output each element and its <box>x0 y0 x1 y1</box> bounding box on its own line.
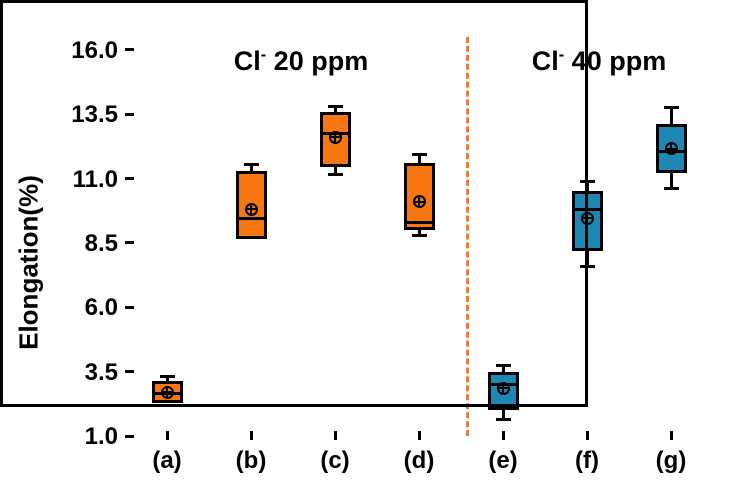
x-tick-label: (b) <box>235 447 267 474</box>
lower-whisker-cap <box>411 233 427 237</box>
lower-whisker <box>417 230 421 236</box>
y-tick <box>125 305 134 309</box>
upper-whisker-cap <box>243 162 259 166</box>
lower-whisker <box>669 173 673 189</box>
group-title-cl40: Cl- 40 ppm <box>532 46 666 77</box>
superscript-minus: - <box>260 46 267 64</box>
mean-marker <box>160 385 174 399</box>
y-tick-label: 8.5 <box>84 229 118 257</box>
x-tick-label: (f) <box>575 447 599 474</box>
group-title-cl20: Cl- 20 ppm <box>234 46 368 77</box>
y-tick <box>125 370 134 374</box>
group-title-cl40-base: Cl <box>531 46 559 76</box>
upper-whisker <box>165 376 169 381</box>
lower-whisker <box>333 166 337 175</box>
upper-whisker-cap <box>663 106 679 110</box>
upper-whisker-cap <box>495 363 511 367</box>
x-tick <box>501 431 505 440</box>
upper-whisker <box>501 365 505 372</box>
mean-marker <box>244 202 258 216</box>
y-axis-title: Elongation(%) <box>13 175 44 350</box>
group-title-cl20-base: Cl <box>233 46 261 76</box>
y-tick-label: 6.0 <box>84 294 118 322</box>
mean-marker <box>412 195 426 209</box>
mean-marker <box>328 130 342 144</box>
y-tick-label: 16.0 <box>71 36 118 64</box>
upper-whisker <box>669 107 673 125</box>
y-tick-label: 1.0 <box>84 423 118 451</box>
y-tick <box>125 434 134 438</box>
y-tick <box>125 48 134 52</box>
group-title-cl40-rest: 40 ppm <box>564 46 667 76</box>
upper-whisker-cap <box>411 152 427 156</box>
x-tick-label: (a) <box>152 447 182 474</box>
mean-marker <box>580 211 594 225</box>
y-tick <box>125 241 134 245</box>
group-separator-line <box>466 37 470 436</box>
x-tick-label: (d) <box>403 447 435 474</box>
superscript-minus: - <box>558 46 565 64</box>
mean-marker <box>496 381 510 395</box>
y-tick <box>125 112 134 116</box>
x-tick-label: (e) <box>488 447 518 474</box>
y-tick <box>125 177 134 181</box>
upper-whisker <box>585 181 589 192</box>
x-tick-label: (g) <box>655 447 687 474</box>
upper-whisker <box>249 164 253 171</box>
upper-whisker <box>333 106 337 112</box>
lower-whisker <box>501 410 505 420</box>
mean-marker <box>664 142 678 156</box>
group-title-cl20-rest: 20 ppm <box>266 46 369 76</box>
upper-whisker <box>417 154 421 164</box>
median-line <box>235 216 267 220</box>
lower-whisker-cap <box>579 264 595 268</box>
y-tick-label: 3.5 <box>84 358 118 386</box>
lower-whisker-cap <box>327 173 343 177</box>
y-tick-label: 13.5 <box>71 101 118 129</box>
median-line <box>403 220 435 224</box>
x-tick <box>165 431 169 440</box>
upper-whisker-cap <box>579 179 595 183</box>
median-line <box>571 207 603 211</box>
x-tick <box>333 431 337 440</box>
lower-whisker-cap <box>495 417 511 421</box>
x-tick-label: (c) <box>320 447 350 474</box>
x-tick <box>669 431 673 440</box>
x-tick <box>249 431 253 440</box>
upper-whisker-cap <box>159 375 175 379</box>
lower-whisker-cap <box>663 187 679 191</box>
x-tick <box>417 431 421 440</box>
plot-area: 16.0 13.5 11.0 8.5 6.0 3.5 1.0 (a) (b) (c) (d) (e) (… <box>71 33 713 473</box>
upper-whisker-cap <box>327 104 343 108</box>
y-tick-label: 11.0 <box>72 165 118 193</box>
x-tick <box>585 431 589 440</box>
